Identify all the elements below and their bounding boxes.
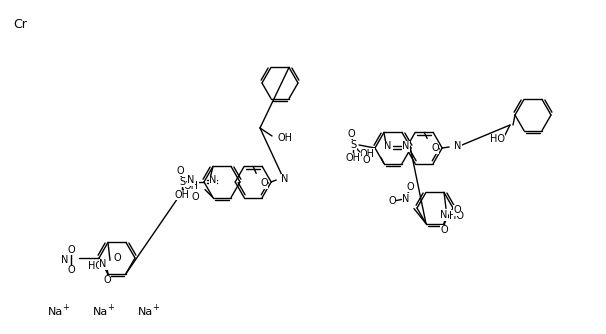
Text: N: N xyxy=(384,141,391,151)
Text: HO: HO xyxy=(449,211,464,220)
Text: N: N xyxy=(402,141,410,151)
Text: O: O xyxy=(362,155,370,165)
Text: N: N xyxy=(209,175,217,185)
Text: N: N xyxy=(441,210,448,220)
Text: S: S xyxy=(350,140,356,150)
Text: OH: OH xyxy=(360,149,375,159)
Text: N: N xyxy=(99,260,107,270)
Text: O: O xyxy=(67,265,75,275)
Text: N: N xyxy=(454,141,462,151)
Text: O: O xyxy=(388,196,396,206)
Text: Na: Na xyxy=(93,307,108,317)
Text: OH: OH xyxy=(184,181,199,191)
Text: O: O xyxy=(113,254,121,264)
Text: Na: Na xyxy=(138,307,153,317)
Text: N: N xyxy=(187,175,195,185)
Text: O: O xyxy=(406,182,414,192)
Text: Cr: Cr xyxy=(13,18,27,31)
Text: O: O xyxy=(431,143,439,153)
Text: O: O xyxy=(176,166,184,176)
Text: HO: HO xyxy=(88,261,103,271)
Text: +: + xyxy=(152,304,159,313)
Text: OH: OH xyxy=(175,190,190,200)
Text: +: + xyxy=(62,304,69,313)
Text: N: N xyxy=(402,194,410,204)
Text: N: N xyxy=(281,174,288,184)
Text: OH: OH xyxy=(278,133,293,143)
Text: N: N xyxy=(61,255,68,265)
Text: O: O xyxy=(261,178,268,188)
Text: +: + xyxy=(107,304,114,313)
Text: Na: Na xyxy=(48,307,63,317)
Text: HO: HO xyxy=(490,134,505,144)
Text: S: S xyxy=(179,177,185,187)
Text: O: O xyxy=(347,129,355,139)
Text: OH: OH xyxy=(345,153,361,163)
Text: O: O xyxy=(440,225,448,235)
Text: O: O xyxy=(453,205,461,215)
Text: O: O xyxy=(67,245,75,255)
Text: O: O xyxy=(103,276,111,286)
Text: O: O xyxy=(191,192,199,202)
